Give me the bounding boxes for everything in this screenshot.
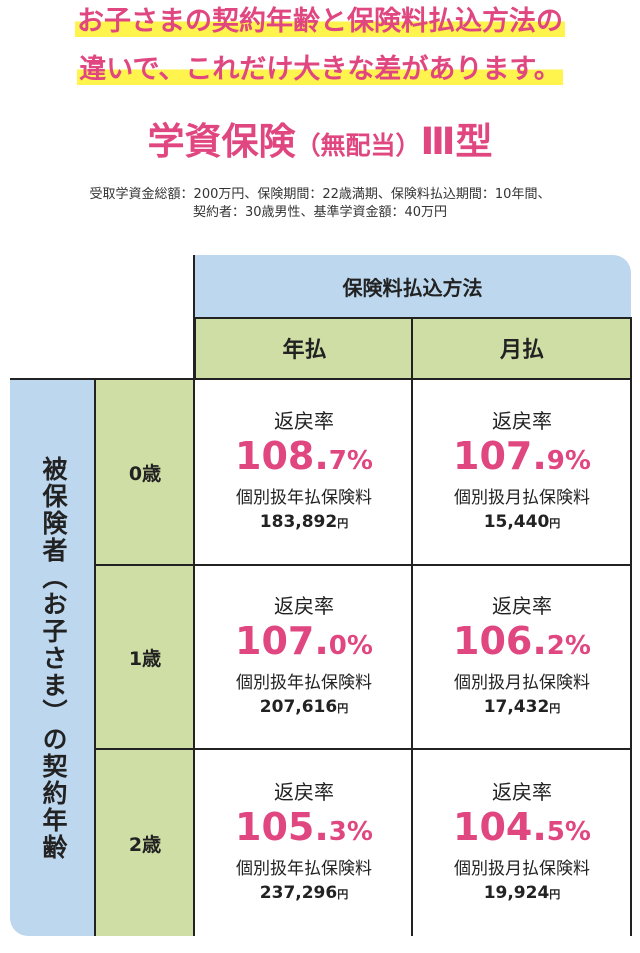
monthly-cell-age-0: 返戻率 107.9% 個別扱月払保険料 15,440円 xyxy=(413,380,631,564)
annual-payment-header: 年払 xyxy=(194,318,413,378)
grid-line-v-right xyxy=(630,318,632,936)
premium-label: 個別扱月払保険料 xyxy=(454,859,590,879)
premium-amount: 17,432円 xyxy=(483,697,561,717)
conditions-line-2: 契約者：30歳男性、基準学資金額：40万円 xyxy=(192,205,448,220)
monthly-payment-header: 月払 xyxy=(411,318,631,378)
conditions-note: 受取学資金総額：200万円、保険期間：22歳満期、保険料払込期間：10年間、 契… xyxy=(0,186,640,222)
premium-amount: 237,296円 xyxy=(259,883,349,903)
return-rate-value: 107.9% xyxy=(453,434,591,478)
grid-line-h-row1 xyxy=(96,564,632,566)
grid-line-h-header xyxy=(10,378,632,380)
return-rate-value: 106.2% xyxy=(453,619,591,663)
return-rate-label: 返戻率 xyxy=(492,780,552,804)
payment-method-header: 保険料払込方法 xyxy=(194,255,631,318)
return-rate-value: 104.5% xyxy=(453,805,591,849)
age-cell-1: 1歳 xyxy=(96,566,194,748)
product-title: 学資保険（無配当）Ⅲ型 xyxy=(0,117,640,171)
premium-label: 個別扱年払保険料 xyxy=(236,488,372,508)
grid-line-v-mid xyxy=(411,318,413,936)
premium-amount: 15,440円 xyxy=(483,512,561,532)
monthly-cell-age-2: 返戻率 104.5% 個別扱月払保険料 19,924円 xyxy=(413,750,631,936)
grid-line-v-side xyxy=(94,380,96,936)
return-rate-label: 返戻率 xyxy=(274,409,334,433)
annual-cell-age-1: 返戻率 107.0% 個別扱年払保険料 207,616円 xyxy=(195,566,413,748)
return-rate-label: 返戻率 xyxy=(274,594,334,618)
annual-cell-age-2: 返戻率 105.3% 個別扱年払保険料 237,296円 xyxy=(195,750,413,936)
age-cell-2: 2歳 xyxy=(96,750,194,936)
return-rate-value: 105.3% xyxy=(235,805,373,849)
product-name: 学資保険 xyxy=(147,120,296,163)
premium-amount: 207,616円 xyxy=(259,697,349,717)
product-type: Ⅲ型 xyxy=(420,120,493,163)
return-rate-label: 返戻率 xyxy=(274,780,334,804)
premium-label: 個別扱年払保険料 xyxy=(236,859,372,879)
grid-line-v-left xyxy=(193,255,195,936)
premium-amount: 19,924円 xyxy=(483,883,561,903)
monthly-cell-age-1: 返戻率 106.2% 個別扱月払保険料 17,432円 xyxy=(413,566,631,748)
return-rate-label: 返戻率 xyxy=(492,594,552,618)
return-rate-value: 108.7% xyxy=(235,434,373,478)
product-dividend-note: （無配当） xyxy=(295,131,421,160)
premium-label: 個別扱月払保険料 xyxy=(454,488,590,508)
annual-cell-age-0: 返戻率 108.7% 個別扱年払保険料 183,892円 xyxy=(195,380,413,564)
grid-line-h-method xyxy=(194,317,632,319)
return-rate-label: 返戻率 xyxy=(492,409,552,433)
grid-line-h-row2 xyxy=(96,748,632,750)
headline-line-1: お子さまの契約年齢と保険料払込方法の xyxy=(75,6,565,37)
insured-age-row-header: 被保険者（お子さま）の契約年齢 xyxy=(10,380,96,936)
premium-label: 個別扱年払保険料 xyxy=(236,673,372,693)
age-cell-0: 0歳 xyxy=(96,380,194,564)
return-rate-value: 107.0% xyxy=(235,619,373,663)
insured-age-label: 被保険者（お子さま）の契約年齢 xyxy=(39,455,68,861)
conditions-line-1: 受取学資金総額：200万円、保険期間：22歳満期、保険料払込期間：10年間、 xyxy=(89,187,551,202)
headline-line-2: 違いで、これだけ大きな差があります。 xyxy=(77,54,563,85)
premium-label: 個別扱月払保険料 xyxy=(454,673,590,693)
premium-amount: 183,892円 xyxy=(259,512,349,532)
